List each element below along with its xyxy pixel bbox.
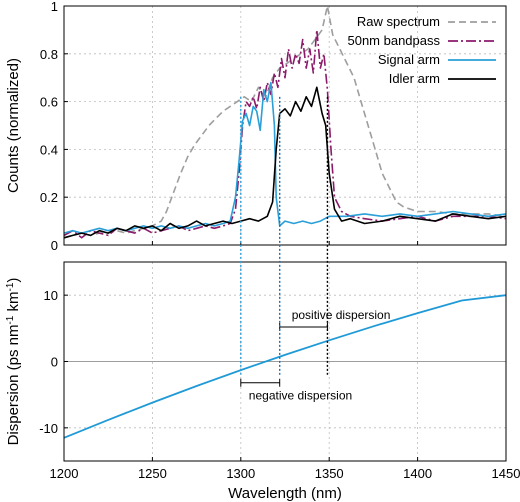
top-y-tick-label: 0.2 xyxy=(40,190,58,205)
ylabel-sup-2: -1 xyxy=(5,282,16,291)
series-line-signal-arm xyxy=(63,81,507,234)
legend-label: 50nm bandpass xyxy=(347,33,440,48)
top-axes-frame xyxy=(63,5,507,246)
dispersion-annotations: positive dispersion negative dispersion xyxy=(240,308,391,403)
bottom-y-tick-label: 10 xyxy=(44,288,58,303)
dispersion-panel: -10 0 10 1200 1250 1300 1350 1400 1450 positive… xyxy=(5,261,520,502)
top-series xyxy=(63,5,507,239)
top-gridlines xyxy=(64,6,506,245)
x-tick-label: 1400 xyxy=(403,466,432,481)
x-tick-label: 1350 xyxy=(315,466,344,481)
top-y-tick-label: 0 xyxy=(51,238,58,253)
bottom-series xyxy=(63,294,507,439)
x-tick-label: 1250 xyxy=(138,466,167,481)
top-y-tick-label: 0.8 xyxy=(40,47,58,62)
legend-label: Idler arm xyxy=(389,71,440,86)
ylabel-part-1: Dispersion (ps nm xyxy=(5,325,22,446)
legend-label: Signal arm xyxy=(378,52,440,67)
legend-label: Raw spectrum xyxy=(357,14,440,29)
top-y-tick-label: 0.6 xyxy=(40,95,58,110)
top-y-ticks: 0 0.2 0.4 0.6 0.8 1 xyxy=(40,0,507,253)
x-tick-label: 1450 xyxy=(492,466,520,481)
bottom-y-tick-label: -10 xyxy=(39,421,58,436)
ylabel-part-3: ) xyxy=(5,278,22,283)
annotation-label: positive dispersion xyxy=(292,308,391,322)
spectrum-panel: 0 0.2 0.4 0.6 0.8 1 Counts (normalized) Raw s… xyxy=(5,0,507,253)
x-tick-label: 1200 xyxy=(50,466,79,481)
bottom-gridlines xyxy=(64,262,506,461)
x-ticks: 1200 1250 1300 1350 1400 1450 xyxy=(50,457,520,481)
series-line-idler-arm xyxy=(63,86,507,239)
legend: Raw spectrum 50nm bandpass Signal arm Idler… xyxy=(347,14,496,86)
annotation-label: negative dispersion xyxy=(249,389,352,403)
top-y-axis-label: Counts (normalized) xyxy=(5,58,22,193)
bottom-y-axis-label: Dispersion (ps nm-1 km-1) xyxy=(5,278,23,446)
dispersion-curve xyxy=(63,294,507,439)
top-y-tick-label: 0.4 xyxy=(40,142,58,157)
ylabel-sup-1: -1 xyxy=(5,315,16,324)
bottom-y-tick-label: 0 xyxy=(51,355,58,370)
x-tick-label: 1300 xyxy=(226,466,255,481)
bottom-y-ticks: -10 0 10 xyxy=(39,288,68,436)
x-axis-label: Wavelength (nm) xyxy=(228,485,342,502)
top-y-tick-label: 1 xyxy=(51,0,58,14)
ylabel-part-2: km xyxy=(5,291,22,315)
wavelength-markers xyxy=(240,96,329,375)
